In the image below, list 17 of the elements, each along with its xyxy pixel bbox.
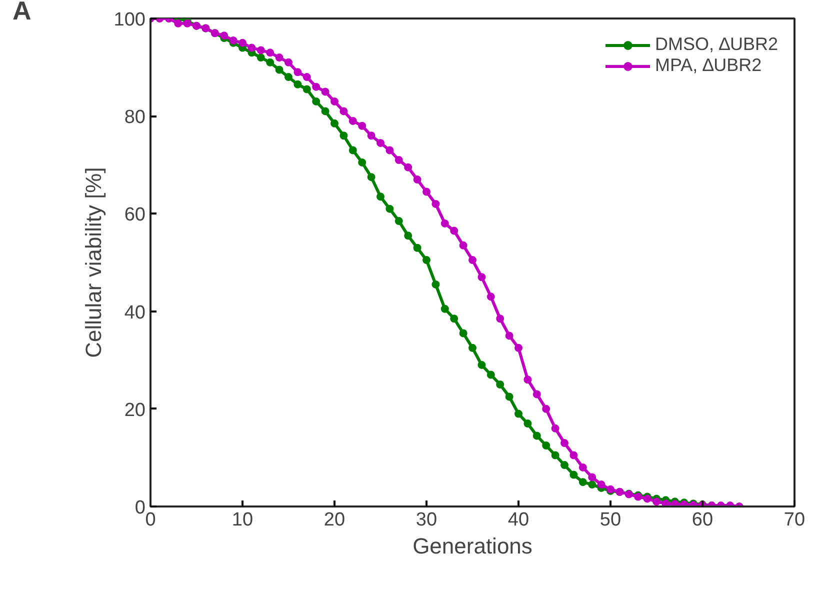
x-tick-label: 60 xyxy=(692,510,714,530)
y-tick-label: 20 xyxy=(124,400,146,421)
y-axis-title: Cellular viability [%] xyxy=(80,167,106,358)
x-tick-label: 40 xyxy=(508,510,530,530)
x-axis-title: Generations xyxy=(412,534,532,558)
x-tick-label: 70 xyxy=(784,510,806,530)
text: A xyxy=(12,0,32,26)
legend-label: DMSO, ∆UBR2 xyxy=(654,34,778,55)
y-tick-label: 40 xyxy=(124,302,146,324)
x-tick-label: 30 xyxy=(416,510,438,530)
y-tick-label: 60 xyxy=(124,204,146,226)
x-tick-label: 20 xyxy=(324,510,346,530)
y-tick-label: 80 xyxy=(124,107,146,128)
x-tick-label: 10 xyxy=(232,510,254,530)
x-tick-label: 50 xyxy=(600,510,622,530)
y-tick-label: 100 xyxy=(114,10,146,30)
legend-label: MPA, ∆UBR2 xyxy=(654,55,762,76)
